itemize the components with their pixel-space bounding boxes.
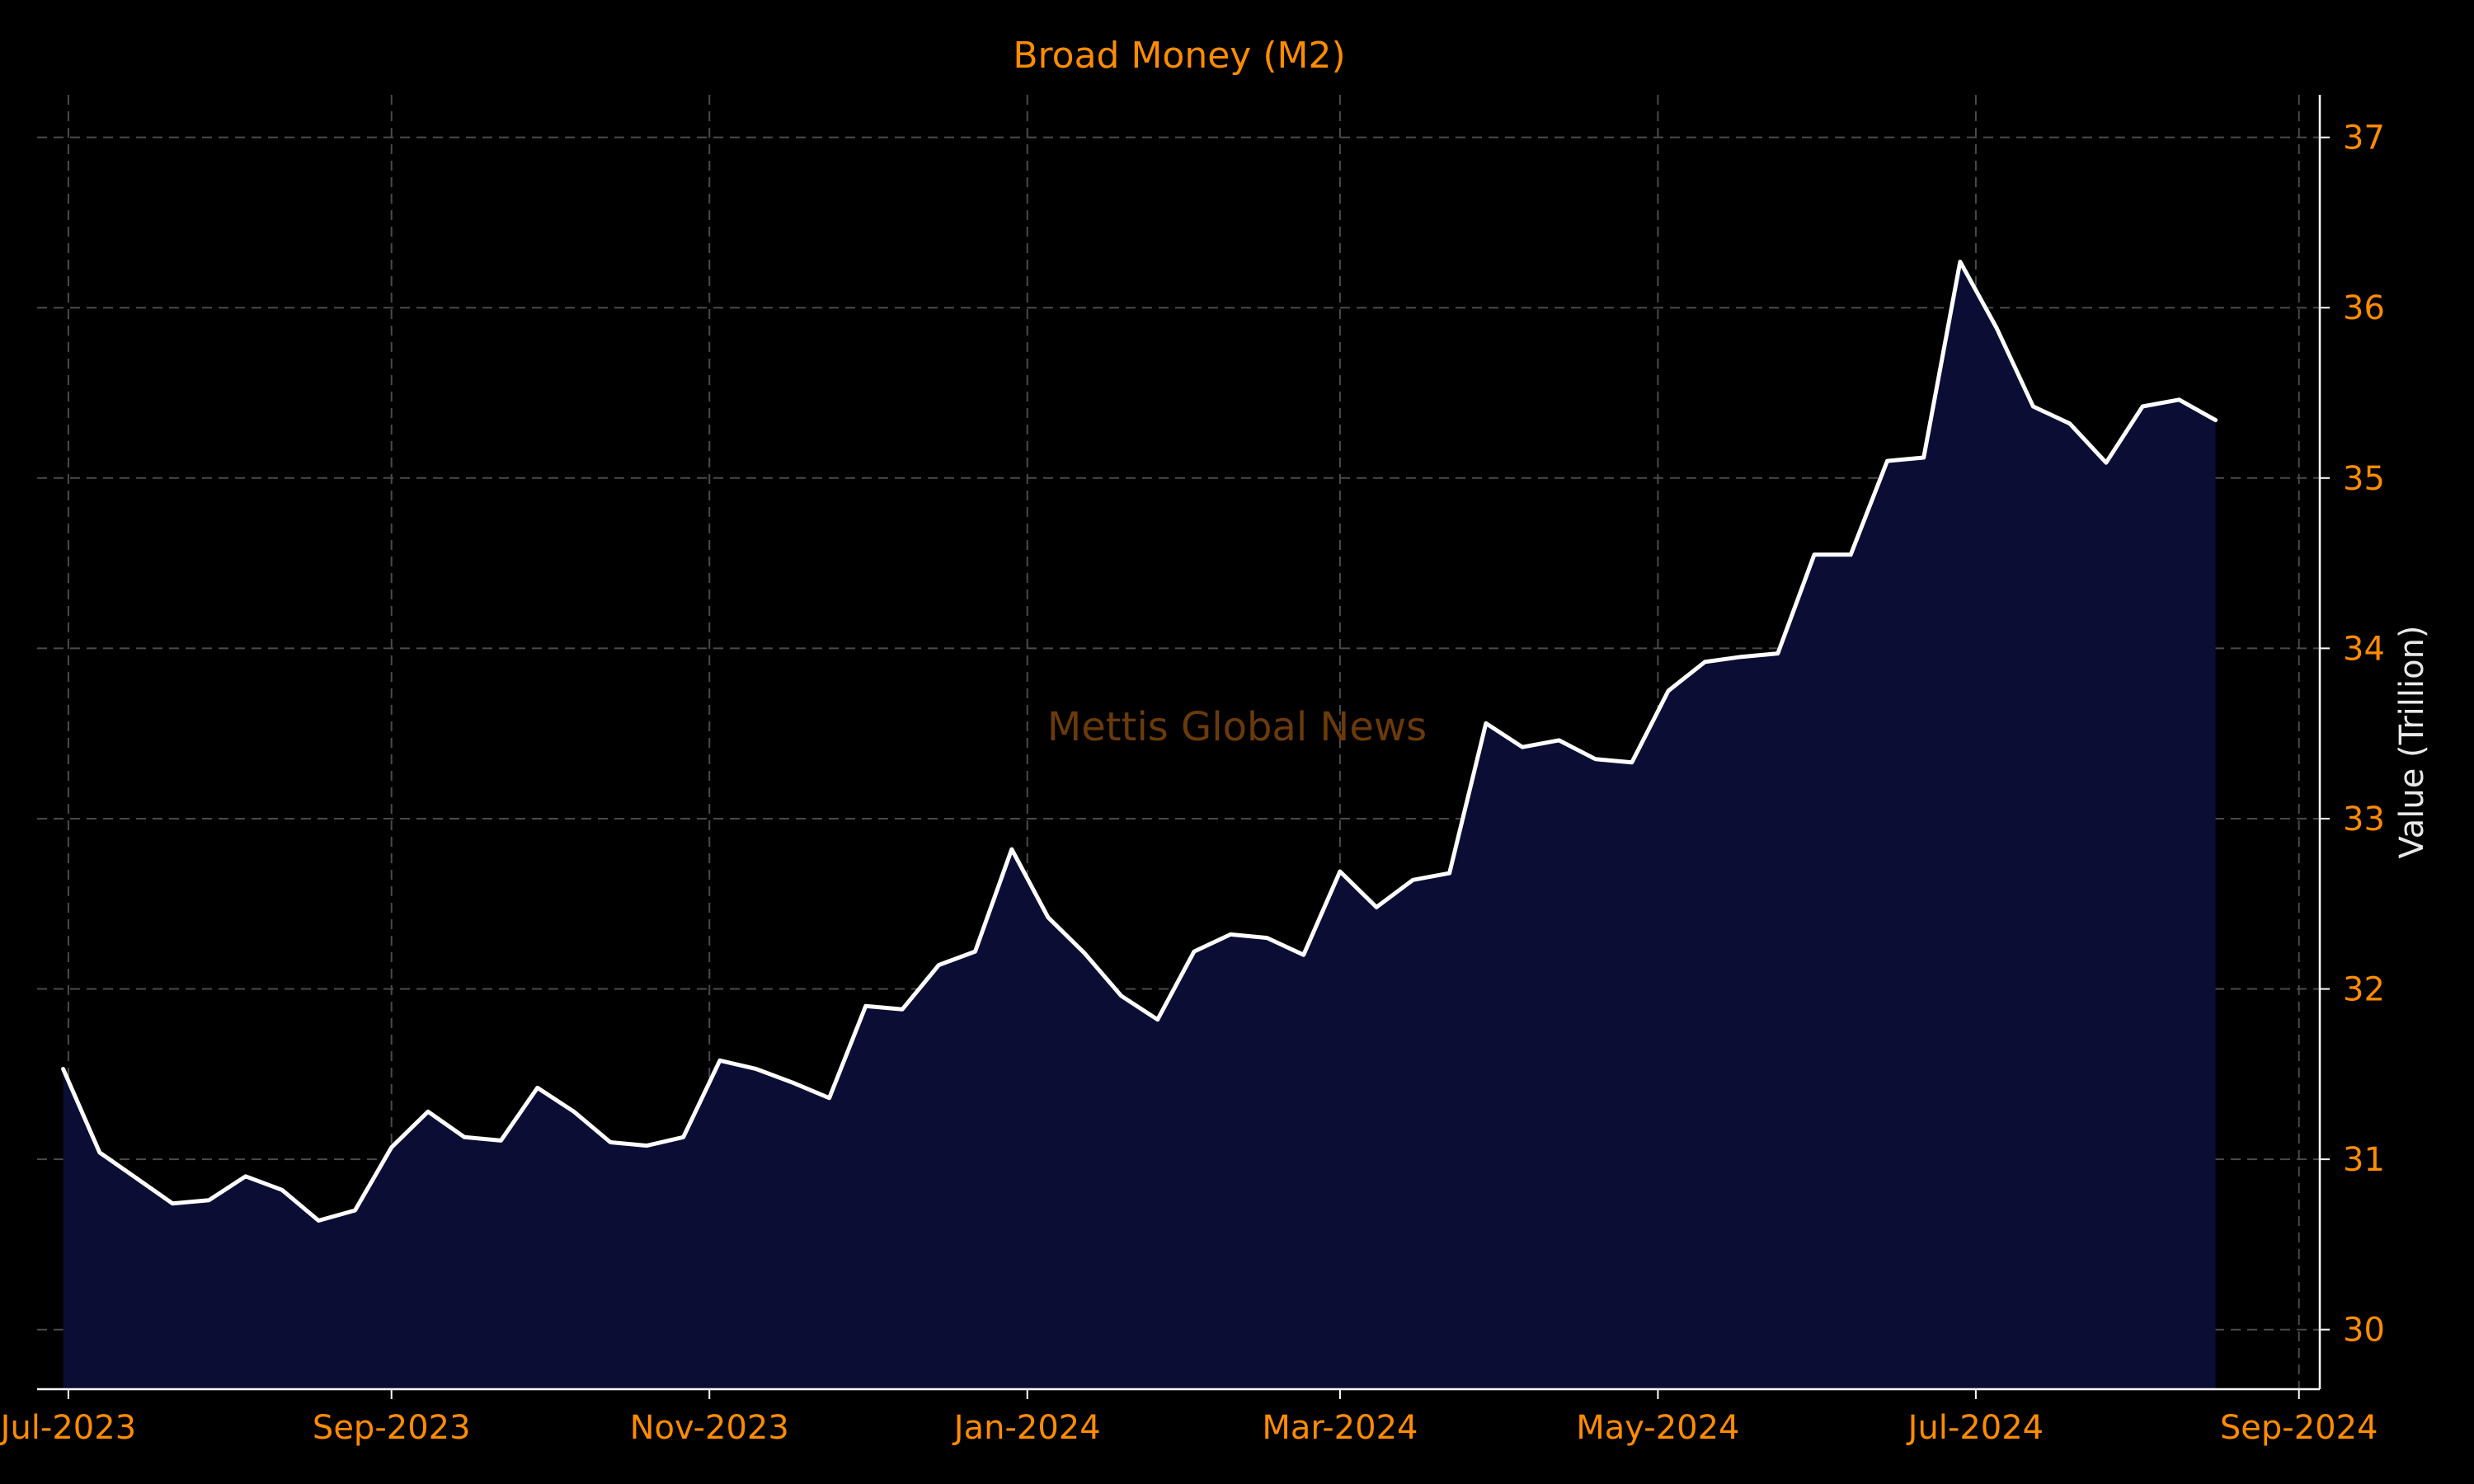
y-tick-label: 37 — [2343, 120, 2385, 157]
y-axis-ticks: 30 31 32 33 34 35 36 37 — [2320, 120, 2385, 1350]
series-area-fill — [63, 261, 2216, 1389]
x-tick-label: Sep-2023 — [313, 1409, 471, 1447]
y-tick-label: 36 — [2343, 289, 2385, 327]
chart-title: Broad Money (M2) — [1013, 35, 1345, 77]
y-tick-label: 31 — [2343, 1141, 2385, 1179]
area-layer — [63, 261, 2216, 1389]
x-tick-label: Nov-2023 — [630, 1409, 789, 1447]
line-layer — [61, 259, 2218, 1223]
y-axis-label: Value (Trillion) — [2393, 625, 2431, 858]
x-tick-label: Jul-2023 — [0, 1409, 136, 1447]
y-tick-label: 33 — [2343, 801, 2385, 838]
x-axis-ticks: Jul-2023 Sep-2023 Nov-2023 Jan-2024 Mar-2024… — [0, 1389, 2378, 1447]
x-tick-label: Jan-2024 — [952, 1409, 1101, 1447]
axes — [37, 95, 2321, 1391]
y-tick-label: 32 — [2343, 971, 2385, 1009]
x-tick-label: Jul-2024 — [1906, 1409, 2044, 1447]
x-tick-label: Mar-2024 — [1262, 1409, 1418, 1447]
x-tick-label: Sep-2024 — [2220, 1409, 2378, 1447]
watermark: Mettis Global News — [1047, 704, 1427, 750]
y-tick-label: 30 — [2343, 1312, 2385, 1350]
series-line — [61, 259, 2218, 1223]
x-tick-label: May-2024 — [1576, 1409, 1739, 1447]
y-tick-label: 34 — [2343, 630, 2385, 668]
y-tick-label: 35 — [2343, 460, 2385, 498]
